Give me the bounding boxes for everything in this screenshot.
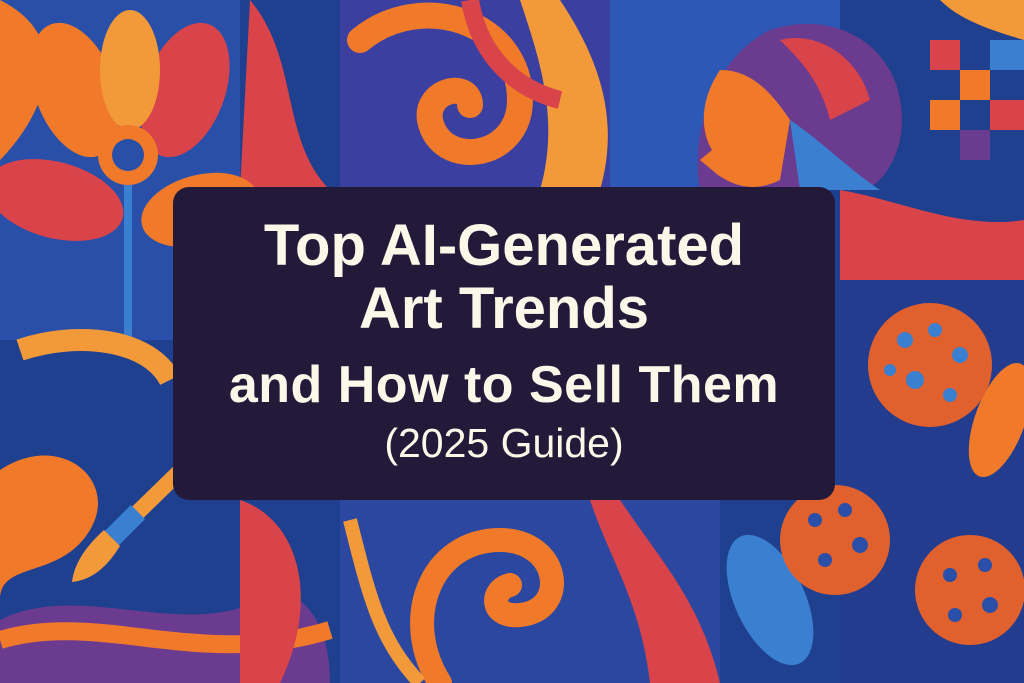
title-box	[173, 187, 835, 500]
title-line-3: and How to Sell Them	[228, 356, 780, 414]
patterned-ball-icon	[780, 303, 1024, 645]
title-line-1: Top AI-Generated	[263, 213, 745, 278]
face-profile-icon	[697, 23, 902, 190]
title-line-2: Art Trends	[358, 276, 650, 341]
subtitle: (2025 Guide)	[384, 420, 624, 466]
